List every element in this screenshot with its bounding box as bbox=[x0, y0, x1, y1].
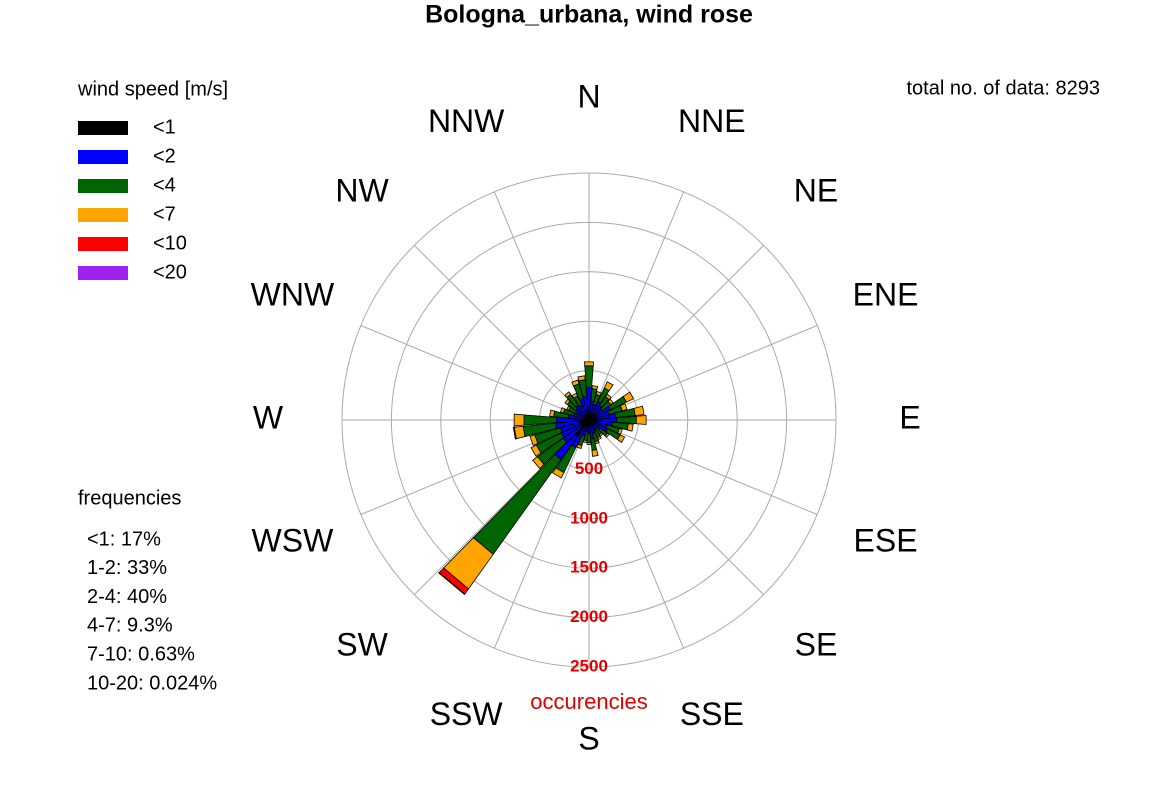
wind-segment bbox=[586, 442, 592, 446]
frequency-line: 2-4: 40% bbox=[87, 586, 167, 608]
wind-segment bbox=[584, 365, 594, 388]
frequency-line: 7-10: 0.63% bbox=[87, 643, 195, 665]
compass-label: NE bbox=[794, 172, 838, 208]
wind-segment bbox=[595, 390, 602, 397]
legend-label: <1 bbox=[153, 116, 176, 138]
wind-segment bbox=[532, 456, 545, 470]
frequencies-title: frequencies bbox=[78, 487, 181, 509]
spoke bbox=[494, 419, 590, 649]
spoke bbox=[413, 244, 590, 421]
legend-label: <4 bbox=[153, 174, 176, 196]
wind-segment bbox=[605, 393, 612, 401]
wind-segment bbox=[594, 440, 600, 445]
compass-label: W bbox=[253, 399, 284, 435]
compass-label: WSW bbox=[252, 522, 335, 558]
wind-segment bbox=[591, 449, 599, 457]
wind-segment bbox=[583, 361, 595, 367]
spoke bbox=[588, 244, 765, 421]
spoke bbox=[588, 325, 818, 421]
wind-segment bbox=[472, 453, 562, 555]
spoke bbox=[588, 419, 765, 596]
wind-segment bbox=[576, 443, 583, 450]
wind-segment bbox=[591, 385, 599, 390]
legend-swatch bbox=[78, 121, 128, 135]
compass-label: SSE bbox=[680, 696, 744, 732]
r-tick-label: 1500 bbox=[570, 558, 608, 577]
compass-label: SSW bbox=[430, 696, 504, 732]
wind-segment bbox=[619, 403, 628, 412]
wind-segment bbox=[635, 415, 647, 425]
wind-segment bbox=[571, 392, 579, 399]
legend-swatch bbox=[78, 208, 128, 222]
spoke bbox=[588, 419, 684, 649]
total-label: total no. of data: 8293 bbox=[907, 77, 1101, 99]
chart-title: Bologna_urbana, wind rose bbox=[425, 1, 753, 29]
spoke bbox=[360, 325, 590, 421]
compass-label: S bbox=[578, 720, 599, 756]
wind-segment bbox=[438, 572, 466, 596]
frequency-line: 1-2: 33% bbox=[87, 557, 167, 579]
compass-label: N bbox=[577, 78, 600, 114]
spoke bbox=[588, 419, 818, 515]
wind-segment bbox=[633, 405, 645, 416]
wind-segment bbox=[607, 398, 614, 406]
legend-swatch bbox=[78, 237, 128, 251]
wind-segment bbox=[582, 439, 588, 444]
compass-label: ESE bbox=[854, 522, 918, 558]
compass-label: ENE bbox=[853, 277, 919, 313]
wind-segment bbox=[559, 407, 566, 414]
wind-segment bbox=[617, 427, 623, 435]
wind-segment bbox=[604, 432, 610, 438]
legend-label: <20 bbox=[153, 261, 187, 283]
compass-label: NNE bbox=[678, 103, 746, 139]
legend-swatch bbox=[78, 150, 128, 164]
r-tick-label: 2500 bbox=[570, 656, 608, 675]
wind-segment bbox=[603, 381, 614, 392]
frequency-line: 10-20: 0.024% bbox=[87, 672, 217, 694]
wind-segment bbox=[512, 426, 517, 440]
wind-segment bbox=[529, 434, 539, 446]
wind-segment bbox=[513, 413, 525, 427]
frequency-line: <1: 17% bbox=[87, 528, 161, 550]
compass-label: NNW bbox=[428, 103, 505, 139]
compass-label: E bbox=[899, 399, 920, 435]
wind-segment bbox=[549, 409, 556, 418]
compass-label: NW bbox=[335, 172, 389, 208]
wind-segment bbox=[564, 398, 571, 406]
wind-segment bbox=[622, 391, 635, 403]
wind-segment bbox=[626, 423, 634, 432]
legend-title: wind speed [m/s] bbox=[77, 78, 228, 100]
legend-label: <2 bbox=[153, 145, 176, 167]
r-tick-label: 500 bbox=[575, 459, 603, 478]
wind-segment bbox=[616, 434, 626, 443]
compass-label: SW bbox=[336, 626, 388, 662]
compass-label: WNW bbox=[251, 277, 335, 313]
wind-segment bbox=[566, 405, 571, 411]
wind-segment bbox=[577, 375, 586, 382]
wind-segment bbox=[552, 467, 565, 479]
r-tick-label: 1000 bbox=[570, 508, 608, 527]
legend-label: <7 bbox=[153, 203, 176, 225]
wind-segment bbox=[530, 444, 542, 457]
frequency-line: 4-7: 9.3% bbox=[87, 615, 173, 637]
compass-label: SE bbox=[795, 626, 838, 662]
wind-segment bbox=[564, 391, 572, 398]
spoke bbox=[588, 191, 684, 421]
r-axis-label: occurencies bbox=[530, 689, 647, 714]
r-tick-label: 2000 bbox=[570, 607, 608, 626]
wind-segment bbox=[571, 379, 580, 387]
legend-label: <10 bbox=[153, 232, 187, 254]
legend-swatch bbox=[78, 266, 128, 280]
legend-swatch bbox=[78, 179, 128, 193]
